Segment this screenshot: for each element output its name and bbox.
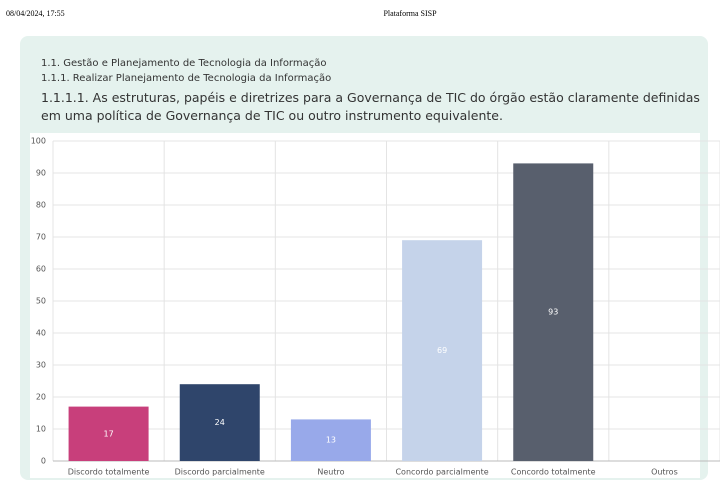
data-label: 69 [437,346,447,355]
y-tick-label: 10 [36,425,46,434]
y-tick-label: 20 [36,393,46,402]
data-label: 93 [548,308,558,317]
y-tick-label: 50 [36,297,46,306]
y-tick-label: 100 [31,137,46,146]
bar [402,240,483,461]
heading: 1.1.1. Realizar Planejamento de Tecnolog… [41,73,332,84]
heading: 1.1.1.1. As estruturas, papéis e diretri… [41,90,700,123]
bar [179,384,260,461]
x-tick-label: Concordo parcialmente [395,468,488,477]
timestamp: 08/04/2024, 17:55 [6,9,65,18]
bar [290,419,371,461]
x-tick-label: Discordo parcialmente [175,468,265,477]
y-tick-label: 70 [36,233,46,242]
x-tick-label: Concordo totalmente [511,468,596,477]
data-label: 17 [103,429,113,438]
y-tick-label: 60 [36,265,46,274]
data-label: 24 [215,418,225,427]
y-tick-label: 30 [36,361,46,370]
data-label: 13 [326,436,336,445]
x-tick-label: Outros [651,468,678,477]
heading: 1.1. Gestão e Planejamento de Tecnologia… [41,58,327,69]
x-tick-label: Neutro [317,468,344,477]
x-tick-label: Discordo totalmente [68,468,150,477]
y-tick-label: 90 [36,169,46,178]
bar [68,406,149,461]
page-title: Plataforma SISP [383,9,437,18]
y-tick-label: 40 [36,329,46,338]
y-tick-label: 0 [41,457,46,466]
bar [513,163,594,461]
y-tick-label: 80 [36,201,46,210]
